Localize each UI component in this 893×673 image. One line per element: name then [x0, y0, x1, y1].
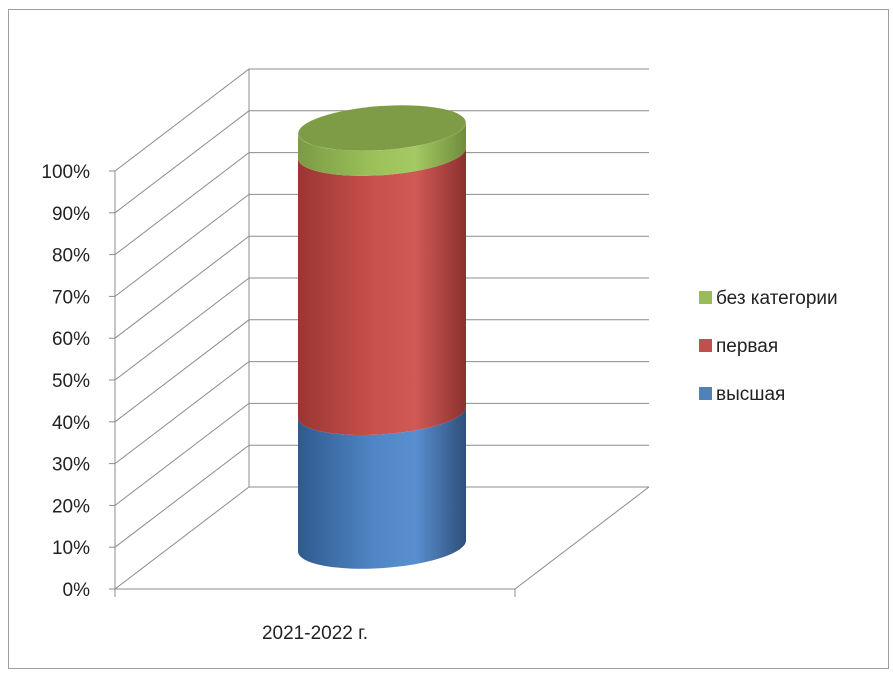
bars [297, 100, 468, 569]
legend-label: высшая [716, 384, 785, 405]
y-tick-label: 80% [52, 246, 90, 267]
y-tick-label: 90% [52, 204, 90, 225]
x-axis: 2021-2022 г. [115, 589, 515, 644]
legend-swatch [699, 339, 712, 352]
y-tick-label: 40% [52, 413, 90, 434]
y-tick-label: 10% [52, 538, 90, 559]
y-tick-label: 100% [41, 162, 90, 183]
legend: без категории первая высшая [699, 288, 838, 405]
x-category-label: 2021-2022 г. [262, 623, 368, 644]
y-tick-label: 30% [52, 455, 90, 476]
bar-segment-первая [298, 147, 466, 435]
legend-label: без категории [716, 288, 838, 309]
legend-label: первая [716, 336, 778, 357]
y-tick-label: 70% [52, 287, 90, 308]
legend-swatch [699, 387, 712, 400]
y-tick-label: 60% [52, 329, 90, 350]
legend-swatch [699, 291, 712, 304]
y-axis-ticks: 0% 10% 20% 30% 40% 50% 60% 70% 80% 90% 100% [41, 162, 115, 601]
y-tick-label: 0% [63, 580, 91, 601]
y-tick-label: 50% [52, 371, 90, 392]
y-tick-label: 20% [52, 496, 90, 517]
